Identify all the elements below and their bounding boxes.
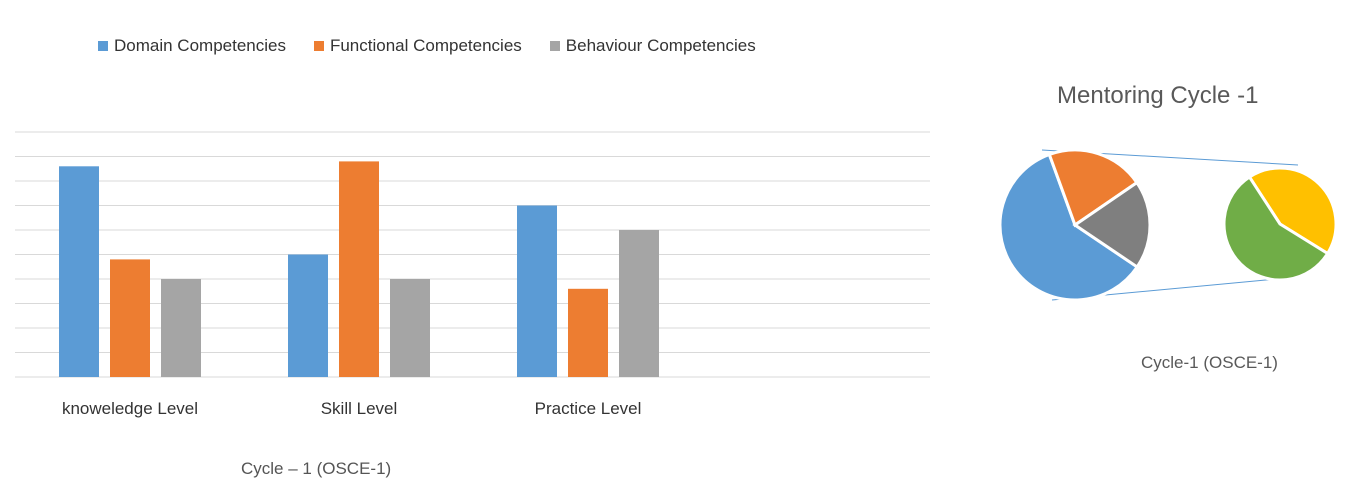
- main-pie-slice-0: [998, 152, 1140, 302]
- legend-label-behaviour: Behaviour Competencies: [565, 36, 756, 55]
- x-tick-label: Practice Level: [535, 399, 642, 418]
- x-tick-label: knoweledge Level: [62, 399, 198, 418]
- legend-label-functional: Functional Competencies: [329, 36, 522, 55]
- bar-domain-0: [59, 166, 99, 377]
- legend-label-domain: Domain Competencies: [114, 36, 286, 55]
- legend-item-behaviour: Behaviour Competencies: [549, 36, 756, 56]
- pie-chart-title: Mentoring Cycle -1: [1057, 82, 1259, 109]
- sub-pie-slice-1: [1222, 174, 1330, 282]
- bar-domain-2: [517, 205, 557, 377]
- legend-swatch-functional: [313, 41, 324, 51]
- pie-of-pie-chart: [998, 148, 1338, 302]
- bar-functional-0: [110, 259, 150, 377]
- pie-chart-caption: Cycle-1 (OSCE-1): [1141, 353, 1278, 372]
- bar-functional-1: [339, 161, 379, 377]
- chart-legend: Domain Competencies Functional Competenc…: [98, 36, 784, 56]
- legend-swatch-behaviour: [549, 41, 560, 51]
- sub-pie-slice-0: [1247, 166, 1338, 256]
- bar-chart-caption: Cycle – 1 (OSCE-1): [241, 459, 392, 478]
- legend-swatch-domain: [98, 41, 108, 51]
- bar-functional-2: [568, 288, 608, 377]
- main-pie-slice-2: [1072, 180, 1152, 270]
- bar-domain-1: [288, 254, 328, 377]
- x-tick-label: Skill Level: [321, 399, 398, 418]
- main-pie-slice-1: [1047, 148, 1139, 228]
- bar-behaviour-0: [161, 279, 201, 377]
- bar-behaviour-2: [619, 230, 659, 377]
- legend-item-functional: Functional Competencies: [313, 36, 522, 56]
- bar-chart: knoweledge Level Skill Level Practice Leve…: [15, 131, 930, 418]
- legend-item-domain: Domain Competencies: [98, 36, 286, 56]
- bar-behaviour-1: [390, 279, 430, 377]
